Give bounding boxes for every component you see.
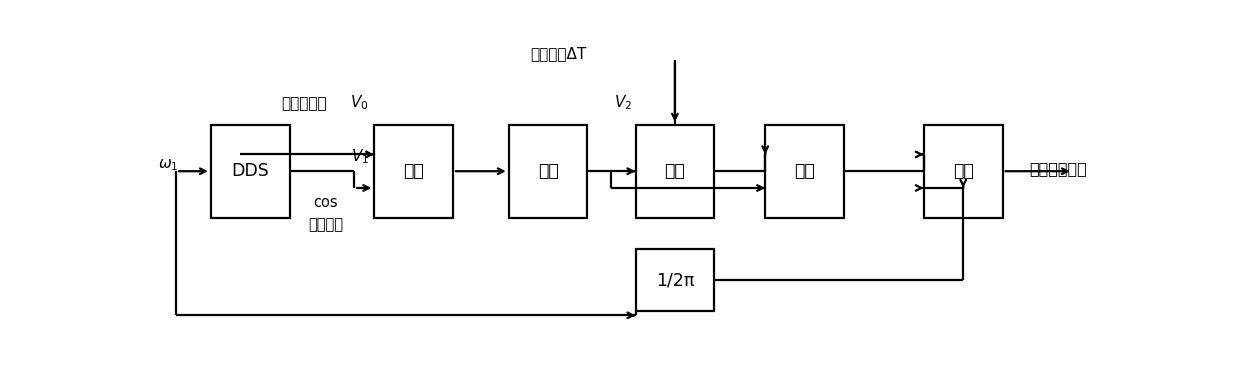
Text: 延迟: 延迟 — [665, 162, 686, 180]
Text: 激励信号: 激励信号 — [309, 217, 343, 232]
Bar — [635, 249, 714, 311]
Bar — [508, 124, 588, 218]
Text: 积分: 积分 — [538, 162, 558, 180]
Text: $V_1$: $V_1$ — [351, 147, 368, 166]
Text: 相减: 相减 — [795, 162, 815, 180]
Text: 延迟时间ΔT: 延迟时间ΔT — [529, 47, 587, 61]
Bar — [635, 124, 714, 218]
Text: 相位检测结果: 相位检测结果 — [1029, 161, 1087, 176]
Bar — [765, 124, 844, 218]
Text: 相乘: 相乘 — [403, 162, 424, 180]
Bar — [924, 124, 1003, 218]
Text: $\omega_1$: $\omega_1$ — [157, 158, 179, 173]
Bar — [374, 124, 453, 218]
Text: 相乘: 相乘 — [952, 162, 973, 180]
Text: DDS: DDS — [232, 162, 269, 180]
Text: 磁共振信号: 磁共振信号 — [281, 96, 327, 111]
Text: $V_0$: $V_0$ — [351, 94, 370, 112]
Text: $V_2$: $V_2$ — [614, 94, 632, 112]
Text: cos: cos — [314, 195, 339, 210]
Text: 1/2π: 1/2π — [656, 271, 694, 289]
Bar — [211, 124, 290, 218]
